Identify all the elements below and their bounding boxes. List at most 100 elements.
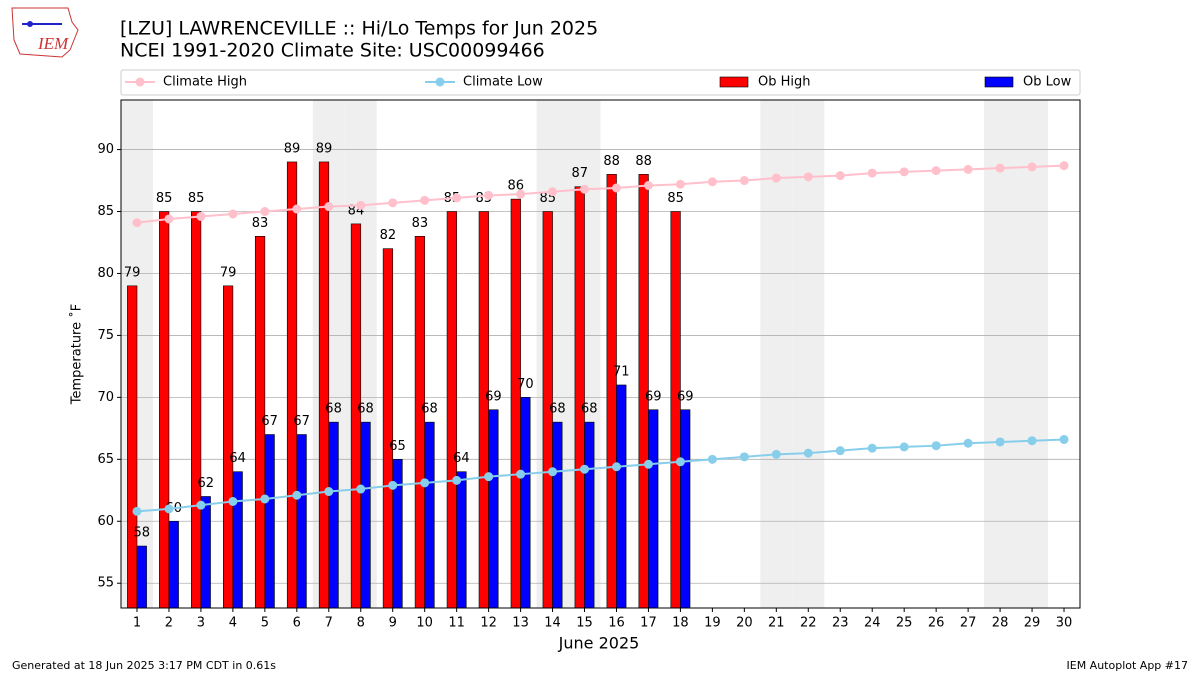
footer-right: IEM Autoplot App #17 — [1067, 659, 1189, 672]
point — [931, 441, 941, 451]
y-tick-label: 65 — [97, 452, 114, 467]
point — [899, 167, 909, 177]
bar — [127, 285, 138, 609]
point — [707, 454, 717, 464]
point — [484, 190, 494, 200]
footer-left: Generated at 18 Jun 2025 3:17 PM CDT in … — [12, 659, 276, 672]
point — [356, 484, 366, 494]
x-tick-label: 10 — [416, 616, 433, 631]
data-label: 69 — [677, 389, 694, 404]
bar — [360, 421, 371, 609]
point — [803, 448, 813, 458]
chart-title: [LZU] LAWRENCEVILLE :: Hi/Lo Temps for J… — [120, 18, 598, 40]
bar — [446, 211, 457, 609]
point — [260, 207, 270, 217]
x-tick-label: 22 — [800, 616, 817, 631]
bar — [552, 421, 563, 609]
bar — [520, 397, 531, 609]
x-tick-label: 11 — [448, 616, 465, 631]
legend-swatch — [984, 76, 1014, 88]
data-label: 88 — [603, 154, 620, 169]
point — [548, 467, 558, 477]
data-label: 67 — [261, 414, 278, 429]
point — [707, 177, 717, 187]
data-label: 62 — [197, 476, 214, 491]
point — [643, 459, 653, 469]
point — [420, 195, 430, 205]
x-tick-label: 14 — [544, 616, 561, 631]
bar — [328, 421, 339, 609]
point — [899, 442, 909, 452]
shaded-day — [760, 100, 793, 608]
point — [1027, 436, 1037, 446]
point — [164, 504, 174, 514]
shaded-day — [792, 100, 825, 608]
x-tick-label: 26 — [928, 616, 945, 631]
bar — [648, 409, 659, 609]
y-tick-label: 55 — [97, 576, 114, 591]
point — [132, 506, 142, 516]
y-tick-label: 70 — [97, 390, 114, 405]
bar — [584, 421, 595, 609]
legend-box — [120, 69, 1081, 96]
point — [420, 478, 430, 488]
point — [867, 443, 877, 453]
data-label: 68 — [357, 402, 374, 417]
data-label: 89 — [284, 141, 301, 156]
point — [963, 164, 973, 174]
point — [548, 187, 558, 197]
point — [739, 176, 749, 186]
bar — [680, 409, 691, 609]
y-tick-label: 80 — [97, 266, 114, 281]
x-tick-label: 23 — [832, 616, 849, 631]
data-label: 79 — [220, 265, 237, 280]
data-label: 83 — [252, 216, 269, 231]
point — [324, 487, 334, 497]
legend-label: Ob High — [758, 75, 811, 90]
y-axis-label: Temperature ˚F — [69, 304, 85, 405]
x-tick-label: 17 — [640, 616, 657, 631]
data-label: 58 — [134, 526, 151, 541]
point — [196, 211, 206, 221]
point — [324, 202, 334, 212]
x-tick-label: 19 — [704, 616, 721, 631]
point — [611, 462, 621, 472]
data-label: 82 — [380, 228, 397, 243]
point — [995, 437, 1005, 447]
point — [739, 452, 749, 462]
point — [1027, 162, 1037, 172]
point — [835, 171, 845, 181]
point — [388, 480, 398, 490]
point — [675, 457, 685, 467]
bar — [286, 161, 298, 609]
logo-text: IEM — [37, 34, 69, 53]
point — [452, 193, 462, 203]
data-label: 85 — [667, 191, 684, 206]
point — [867, 168, 877, 178]
point — [164, 214, 174, 224]
x-tick-label: 5 — [261, 616, 269, 631]
bar — [136, 545, 147, 609]
bar — [318, 161, 330, 609]
data-label: 68 — [421, 402, 438, 417]
y-tick-label: 75 — [97, 328, 114, 343]
point — [611, 183, 621, 193]
bar — [232, 471, 243, 609]
point — [484, 472, 494, 482]
bar — [168, 520, 179, 609]
point — [643, 180, 653, 190]
point — [228, 209, 238, 219]
bar — [670, 211, 681, 609]
data-label: 79 — [124, 265, 141, 280]
point — [196, 500, 206, 510]
x-tick-label: 16 — [608, 616, 625, 631]
data-label: 70 — [517, 377, 534, 392]
data-label: 89 — [316, 141, 333, 156]
legend-marker — [135, 77, 145, 87]
data-label: 64 — [453, 451, 470, 466]
legend-label: Ob Low — [1023, 75, 1072, 90]
point — [292, 490, 302, 500]
bar — [424, 421, 435, 609]
plot-frame — [120, 99, 1081, 609]
shaded-day — [1016, 100, 1049, 608]
